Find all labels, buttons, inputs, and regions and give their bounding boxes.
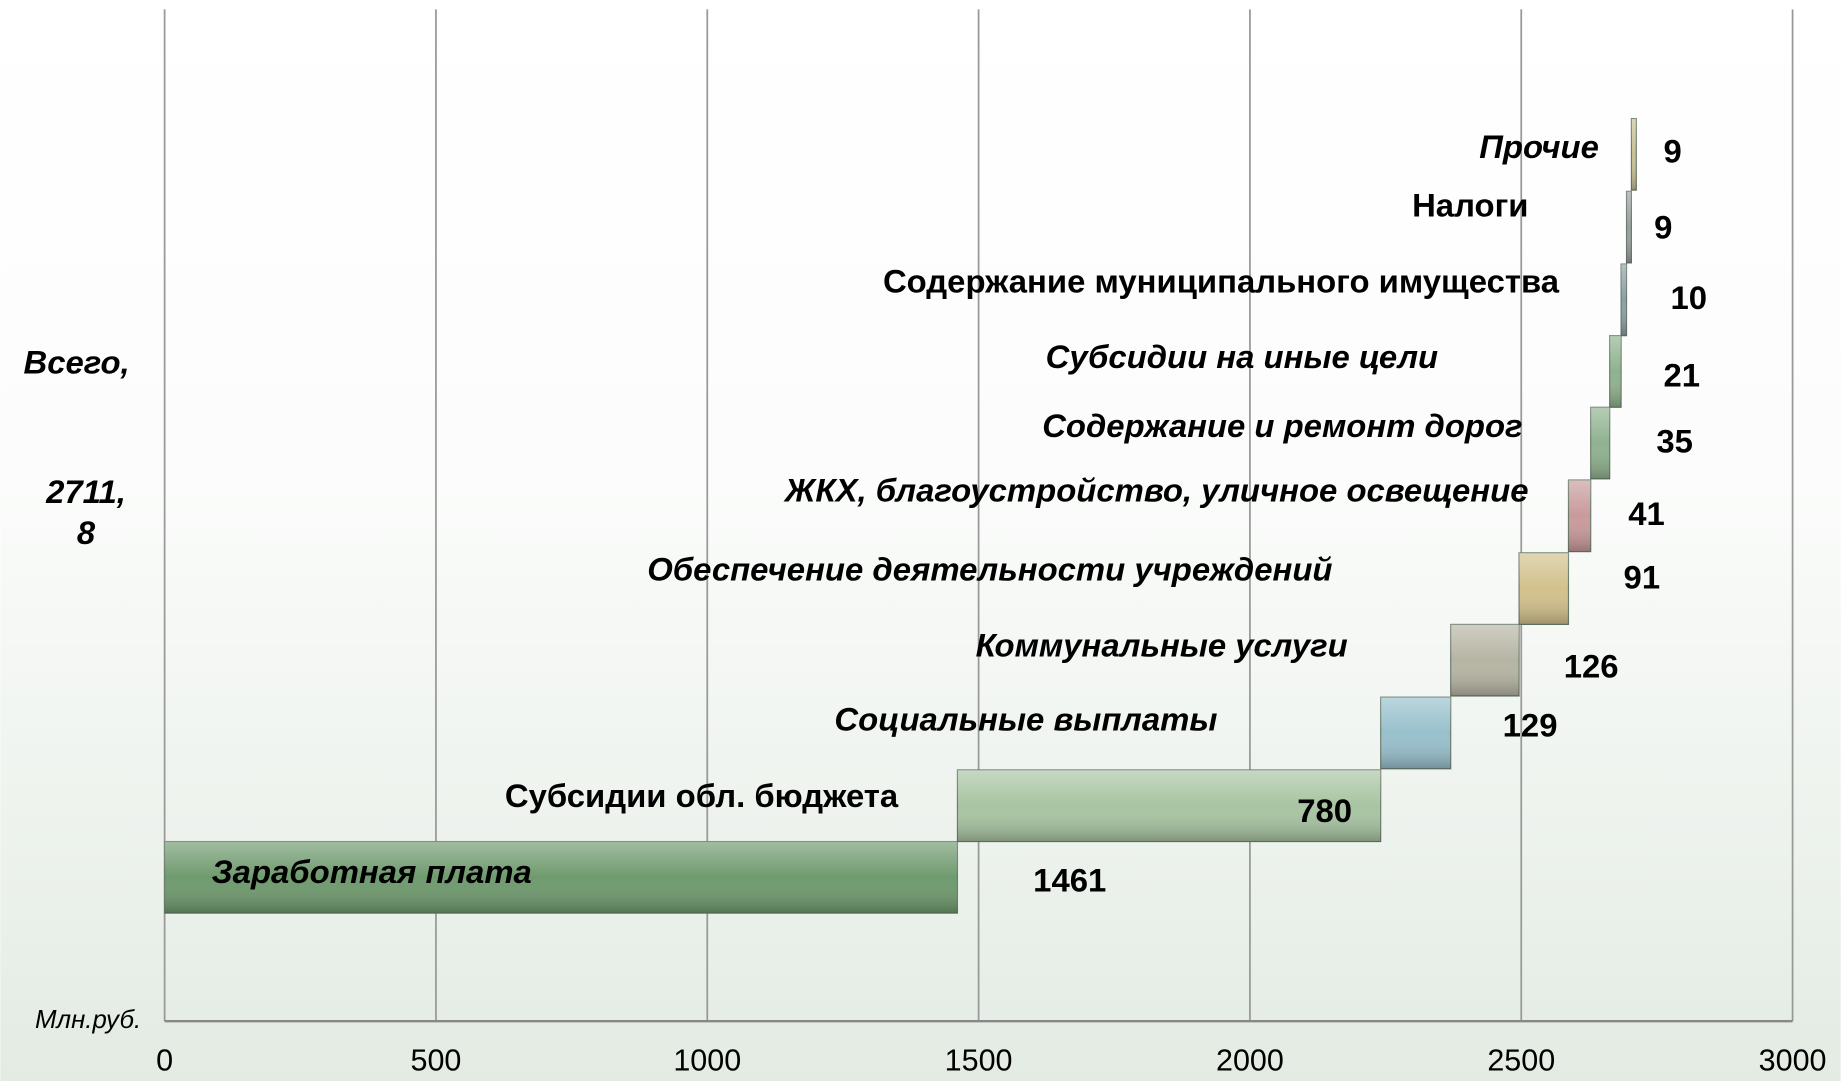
category-label: Субсидии на иные цели — [1046, 338, 1438, 375]
total-label: 2711, — [45, 473, 126, 510]
value-label: 10 — [1671, 279, 1708, 316]
value-label: 9 — [1654, 209, 1672, 246]
bar-shine — [1621, 264, 1627, 336]
bar-shine — [1590, 407, 1610, 479]
category-label: ЖКХ, благоустройство, уличное освещение — [783, 472, 1529, 509]
bar-shine — [1519, 552, 1569, 625]
x-tick-label: 0 — [156, 1043, 173, 1077]
category-label: Налоги — [1412, 186, 1528, 223]
value-label: 35 — [1656, 422, 1693, 459]
bar-shine — [957, 769, 1381, 842]
x-tick-label: 3000 — [1759, 1043, 1827, 1077]
value-label: 41 — [1628, 495, 1665, 532]
x-tick-label: 1000 — [673, 1043, 741, 1077]
category-label: Заработная плата — [212, 853, 532, 890]
value-label: 9 — [1663, 132, 1681, 169]
bar-shine — [1450, 624, 1520, 697]
x-tick-label: 500 — [411, 1043, 462, 1077]
value-label: 21 — [1663, 357, 1700, 394]
category-label: Прочие — [1479, 128, 1599, 165]
category-label: Содержание и ремонт дорог — [1042, 407, 1522, 444]
x-tick-label: 2500 — [1487, 1043, 1555, 1077]
value-label: 1461 — [1033, 861, 1106, 898]
bar-shine — [164, 841, 958, 914]
bar-shine — [1626, 191, 1632, 263]
value-label: 126 — [1564, 648, 1619, 685]
value-label: 780 — [1297, 792, 1352, 829]
x-tick-label: 2000 — [1216, 1043, 1284, 1077]
category-label: Содержание муниципального имущества — [883, 263, 1560, 300]
value-label: 129 — [1503, 706, 1558, 743]
total-label: 8 — [77, 514, 96, 551]
bar-shine — [1609, 335, 1622, 408]
category-label: Коммунальные услуги — [976, 627, 1348, 664]
category-label: Социальные выплаты — [834, 701, 1217, 738]
category-label: Обеспечение деятельности учреждений — [647, 550, 1332, 587]
total-label: Всего, — [23, 344, 129, 381]
bar-shine — [1631, 118, 1637, 191]
bar-shine — [1380, 697, 1451, 769]
category-label: Субсидии обл. бюджета — [505, 777, 899, 814]
unit-label: Млн.руб. — [35, 1006, 141, 1034]
value-label: 91 — [1624, 559, 1661, 596]
x-tick-label: 1500 — [945, 1043, 1013, 1077]
bar-shine — [1568, 480, 1591, 552]
